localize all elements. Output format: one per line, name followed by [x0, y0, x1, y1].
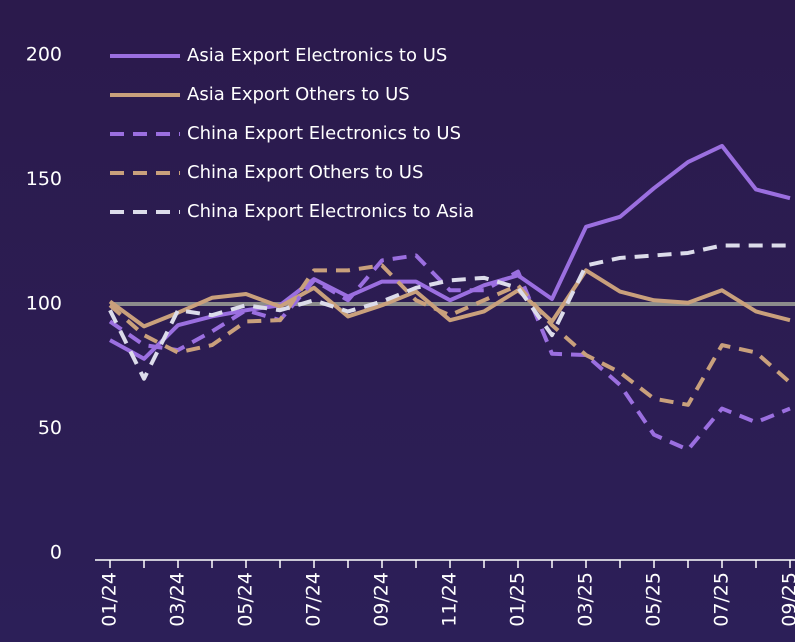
- y-tick-label: 50: [38, 417, 62, 439]
- legend-label: China Export Others to US: [187, 162, 423, 183]
- x-tick-label: 09/25: [779, 572, 795, 627]
- x-tick-label: 07/24: [303, 572, 325, 627]
- x-tick-label: 03/25: [575, 572, 597, 627]
- x-tick-label: 05/25: [643, 572, 665, 627]
- legend-label: China Export Electronics to US: [187, 123, 461, 144]
- y-tick-label: 150: [26, 168, 62, 190]
- x-tick-label: 05/24: [235, 572, 257, 627]
- x-tick-label: 03/24: [167, 572, 189, 627]
- x-tick-label: 11/24: [439, 572, 461, 627]
- series-line: [108, 268, 791, 329]
- series-line: [108, 253, 791, 452]
- x-tick-label: 07/25: [711, 572, 733, 627]
- y-tick-label: 200: [26, 44, 62, 66]
- series-line: [109, 143, 791, 361]
- y-tick-label: 0: [50, 542, 62, 564]
- x-tick-label: 09/24: [371, 572, 393, 627]
- x-tick-label: 01/25: [507, 572, 529, 627]
- x-tick-label: 01/24: [99, 572, 121, 627]
- legend-label: Asia Export Others to US: [187, 84, 410, 105]
- legend-label: China Export Electronics to Asia: [187, 201, 474, 222]
- y-tick-label: 100: [26, 293, 62, 315]
- legend-label: Asia Export Electronics to US: [187, 45, 447, 66]
